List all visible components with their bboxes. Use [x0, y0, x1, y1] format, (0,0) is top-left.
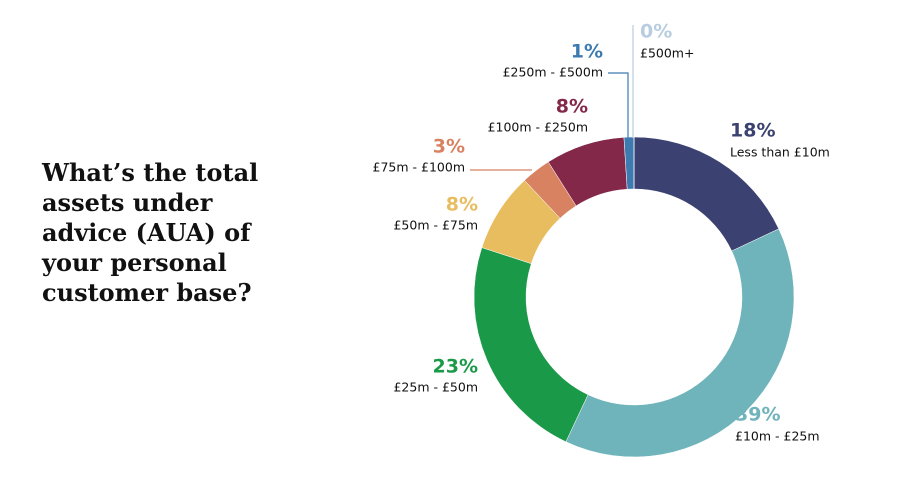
- value-label: 3%: [433, 136, 465, 158]
- value-label: 0%: [640, 21, 672, 43]
- leader-line: [608, 72, 629, 138]
- category-label: £50m - £75m: [393, 218, 478, 233]
- value-label: 8%: [446, 194, 478, 216]
- category-label: £500m+: [640, 46, 694, 61]
- value-label: 23%: [433, 356, 478, 378]
- category-label: £10m - £25m: [735, 429, 820, 444]
- value-label: 8%: [556, 96, 588, 118]
- donut-segment: [565, 228, 795, 458]
- category-label: £250m - £500m: [503, 65, 603, 80]
- value-label: 1%: [571, 41, 603, 63]
- value-label: 39%: [735, 404, 780, 426]
- category-label: £25m - £50m: [393, 380, 478, 395]
- chart-title: What’s the total assets under advice (AU…: [42, 158, 259, 307]
- category-label: Less than £10m: [730, 145, 830, 160]
- category-label: £100m - £250m: [488, 120, 588, 135]
- category-label: £75m - £100m: [373, 160, 465, 175]
- donut-segment: [473, 247, 589, 443]
- value-label: 18%: [730, 120, 775, 142]
